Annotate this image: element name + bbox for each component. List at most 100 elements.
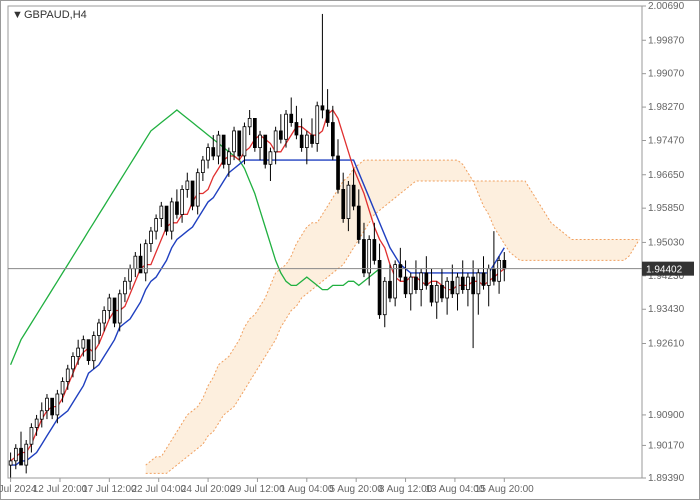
x-label: 17 Jul 12:00: [82, 484, 137, 495]
candle-body: [347, 185, 350, 218]
candle-body: [222, 135, 225, 164]
y-label: 1.99870: [648, 35, 685, 46]
candle-body: [389, 281, 392, 298]
candle-body: [305, 135, 308, 148]
candle-body: [165, 206, 168, 231]
candle-body: [129, 269, 132, 282]
candle-body: [103, 311, 106, 324]
candle-body: [56, 394, 59, 415]
candle-body: [357, 206, 360, 239]
candle-body: [425, 273, 428, 286]
title-symbol: ▼: [12, 9, 23, 21]
candle-body: [326, 110, 329, 123]
y-label: 1.95850: [648, 203, 685, 214]
candle-body: [92, 336, 95, 361]
price-chart[interactable]: ▼GBPAUD,H41.893901.901701.909001.926101.…: [0, 0, 700, 500]
candle-body: [212, 148, 215, 156]
candle-body: [472, 277, 475, 294]
candle-body: [134, 256, 137, 269]
candle-body: [441, 285, 444, 298]
candle-body: [279, 131, 282, 139]
candle-body: [300, 135, 303, 148]
candle-body: [295, 123, 298, 136]
candle-body: [87, 340, 90, 361]
x-label: 10 Jul 2024: [0, 484, 37, 495]
candle-body: [498, 260, 501, 281]
candle-body: [238, 131, 241, 156]
candle-body: [14, 448, 17, 461]
candle-body: [264, 135, 267, 164]
candle-body: [269, 152, 272, 165]
x-label: 22 Jul 04:00: [131, 484, 186, 495]
candle-body: [404, 277, 407, 294]
candle-body: [139, 256, 142, 273]
candle-body: [160, 206, 163, 219]
candle-body: [451, 281, 454, 294]
candle-body: [337, 156, 340, 189]
candle-body: [217, 135, 220, 156]
candle-body: [176, 202, 179, 215]
candle-body: [82, 340, 85, 348]
x-label: 29 Jul 12:00: [230, 484, 285, 495]
candle-body: [30, 428, 33, 445]
x-label: 24 Jul 20:00: [181, 484, 236, 495]
candle-body: [503, 260, 506, 268]
y-label: 1.89390: [648, 473, 685, 484]
chart-title: ▼GBPAUD,H4: [12, 9, 87, 21]
candle-body: [113, 298, 116, 323]
candle-body: [352, 185, 355, 206]
y-label: 1.90170: [648, 440, 685, 451]
candle-body: [435, 285, 438, 302]
candle-body: [394, 265, 397, 298]
candle-body: [150, 231, 153, 244]
candle-body: [191, 181, 194, 206]
candle-body: [207, 148, 210, 161]
candle-body: [409, 277, 412, 294]
candle-body: [290, 114, 293, 122]
chart-container: ▼GBPAUD,H41.893901.901701.909001.926101.…: [0, 0, 700, 500]
candle-body: [399, 265, 402, 278]
candle-body: [170, 202, 173, 231]
candle-body: [118, 294, 121, 323]
candle-body: [40, 411, 43, 419]
candle-body: [66, 369, 69, 382]
candle-body: [331, 123, 334, 156]
candle-body: [420, 273, 423, 290]
candle-body: [285, 114, 288, 139]
y-label: 1.93430: [648, 304, 685, 315]
candle-body: [243, 127, 246, 156]
candle-body: [311, 135, 314, 143]
y-label: 1.96650: [648, 170, 685, 181]
candle-body: [467, 277, 470, 290]
candle-body: [446, 281, 449, 298]
candle-body: [72, 356, 75, 369]
candle-body: [477, 273, 480, 294]
candle-body: [430, 285, 433, 302]
candle-body: [259, 135, 262, 148]
candle-body: [363, 240, 366, 273]
y-label: 1.92610: [648, 339, 685, 350]
candle-body: [124, 281, 127, 294]
candle-body: [493, 269, 496, 282]
y-label: 1.95030: [648, 237, 685, 248]
candle-body: [227, 152, 230, 165]
candle-body: [9, 461, 12, 465]
x-label: 12 Jul 20:00: [33, 484, 88, 495]
candle-body: [248, 118, 251, 126]
y-label: 1.98270: [648, 102, 685, 113]
x-label: 15 Aug 20:00: [475, 484, 534, 495]
candle-body: [25, 444, 28, 465]
candle-body: [98, 323, 101, 336]
candle-body: [181, 189, 184, 214]
candle-body: [20, 448, 23, 465]
candle-body: [196, 173, 199, 206]
x-label: 5 Aug 20:00: [329, 484, 383, 495]
candle-body: [321, 106, 324, 110]
candle-body: [482, 273, 485, 286]
candle-body: [415, 277, 418, 290]
candle-body: [383, 281, 386, 314]
candle-body: [316, 106, 319, 144]
candle-body: [108, 298, 111, 311]
candle-body: [155, 219, 158, 232]
candle-body: [46, 398, 49, 411]
